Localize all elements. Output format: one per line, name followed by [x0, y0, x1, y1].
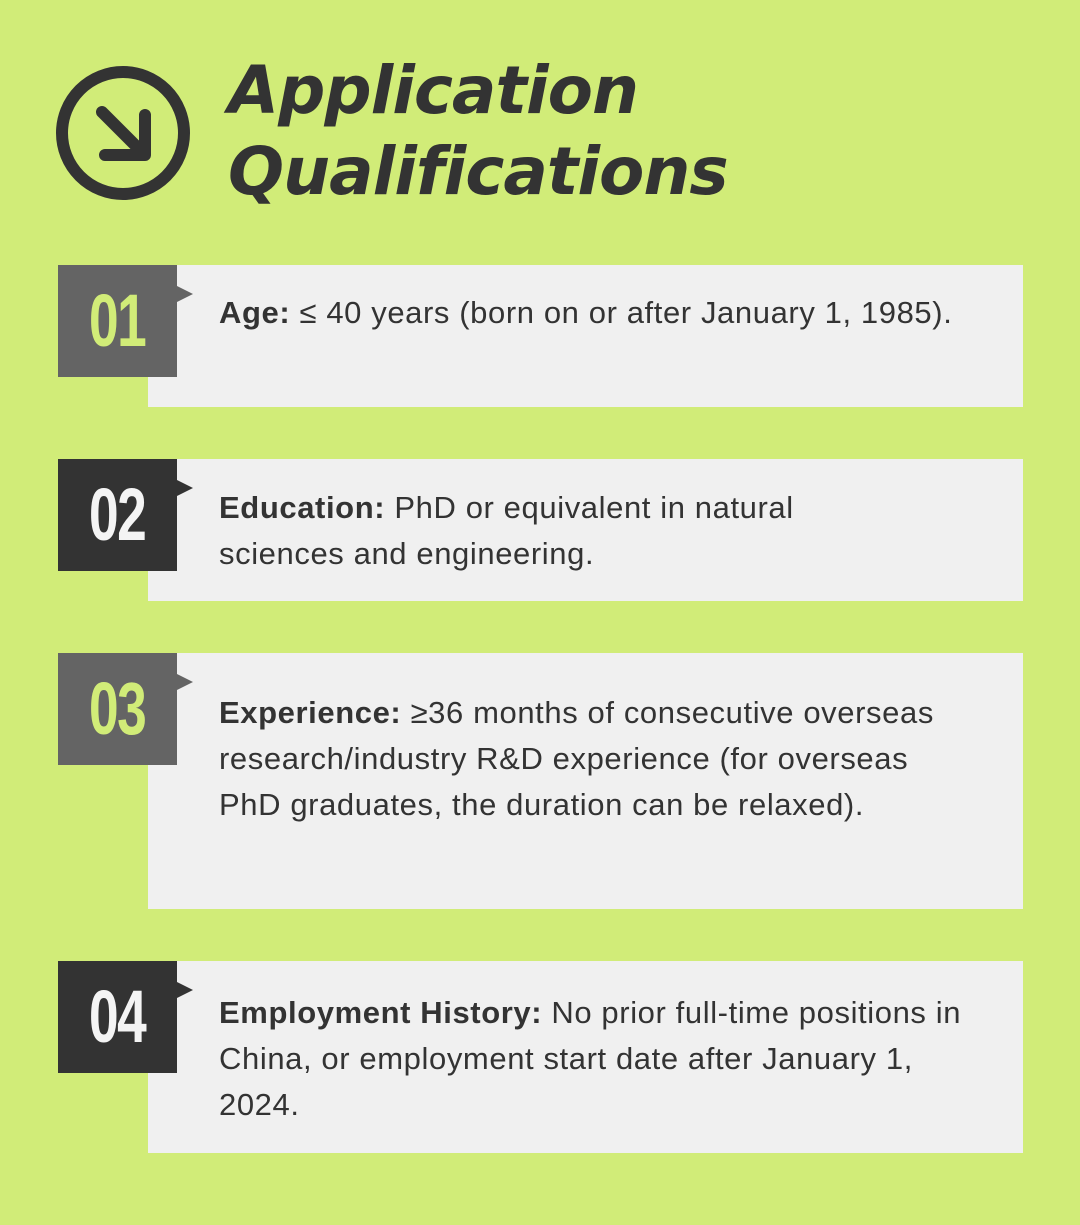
- qualification-card-employment: [148, 961, 1023, 1153]
- pointer-triangle: [177, 982, 193, 998]
- qualification-card-education: [148, 459, 1023, 601]
- item-text: No prior full-time positions in China, o…: [219, 995, 962, 1122]
- qualification-text: Employment History: No prior full-time p…: [219, 990, 979, 1128]
- number-badge: 03: [58, 653, 193, 765]
- item-label: Education:: [219, 490, 386, 525]
- item-text: PhD or equivalent in natural sciences an…: [219, 490, 794, 571]
- item-text: ≥36 months of consecutive overseas resea…: [219, 695, 934, 822]
- qualification-text: Education: PhD or equivalent in natural …: [219, 485, 919, 577]
- arrow-down-right-circle-icon: [56, 66, 190, 200]
- qualification-text: Age: ≤ 40 years (born on or after Januar…: [219, 290, 979, 336]
- item-number: 02: [89, 473, 147, 556]
- pointer-triangle: [177, 286, 193, 302]
- number-badge: 04: [58, 961, 193, 1073]
- item-label: Employment History:: [219, 995, 543, 1030]
- qualification-text: Experience: ≥36 months of consecutive ov…: [219, 690, 979, 828]
- pointer-triangle: [177, 674, 193, 690]
- qualification-card-age: [148, 265, 1023, 407]
- page-title: Application Qualifications: [228, 50, 729, 212]
- qualification-card-experience: [148, 653, 1023, 909]
- number-badge: 02: [58, 459, 193, 571]
- item-label: Age:: [219, 295, 291, 330]
- item-text: ≤ 40 years (born on or after January 1, …: [290, 295, 953, 330]
- item-number: 03: [89, 667, 147, 750]
- item-label: Experience:: [219, 695, 402, 730]
- title-line-1: Application: [228, 52, 639, 129]
- item-number: 01: [89, 279, 147, 362]
- number-badge: 01: [58, 265, 193, 377]
- pointer-triangle: [177, 480, 193, 496]
- item-number: 04: [89, 975, 147, 1058]
- title-line-2: Qualifications: [228, 133, 729, 210]
